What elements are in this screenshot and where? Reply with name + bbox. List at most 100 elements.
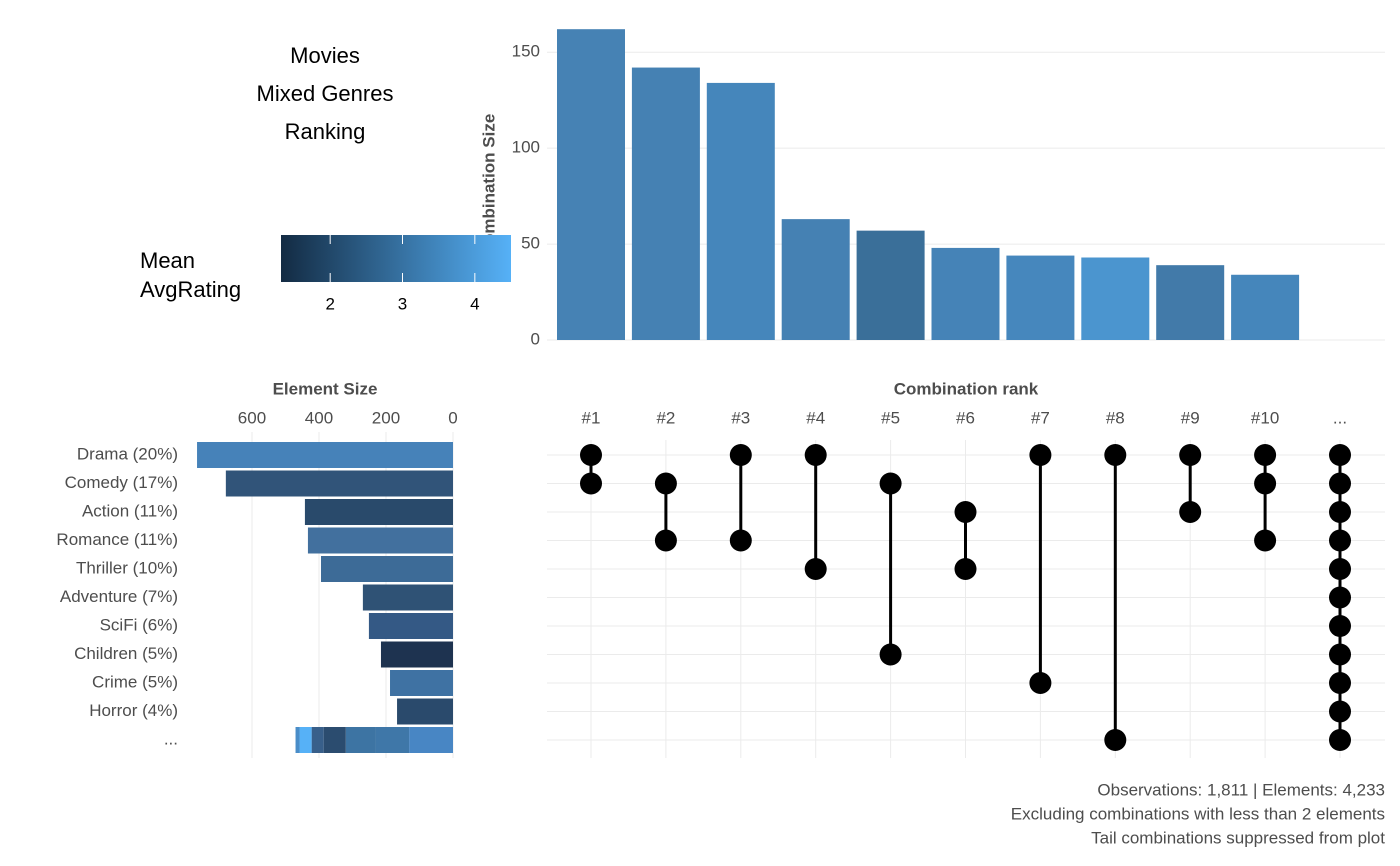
dot <box>879 472 902 495</box>
x-tick-label: #6 <box>956 408 975 427</box>
row-label: Crime (5%) <box>92 672 178 691</box>
dot <box>1254 472 1277 495</box>
row-label: Action (11%) <box>82 501 178 520</box>
dot <box>1329 501 1351 523</box>
dot <box>1179 501 1202 523</box>
bar <box>397 698 453 725</box>
chart-title: Movies <box>290 43 360 68</box>
row-label: Adventure (7%) <box>60 587 178 606</box>
bar <box>380 641 453 668</box>
x-tick-label: #3 <box>731 408 750 427</box>
dot <box>1029 672 1052 694</box>
chart-title: Ranking <box>285 119 366 144</box>
dot <box>954 558 977 580</box>
dot <box>1029 444 1052 466</box>
tail-segment <box>375 727 410 753</box>
dot <box>580 444 602 466</box>
dot <box>1329 672 1351 694</box>
caption: Observations: 1,811 | Elements: 4,233 <box>1097 780 1385 799</box>
dot <box>1329 586 1351 609</box>
dot <box>1179 444 1202 466</box>
colorbar <box>281 235 511 282</box>
bar <box>197 442 453 468</box>
dot <box>729 529 752 552</box>
dot <box>654 529 677 552</box>
x-tick-label: #8 <box>1106 408 1125 427</box>
y-tick-label: 0 <box>531 329 540 348</box>
bar <box>307 527 453 554</box>
tail-segment <box>323 727 346 753</box>
dot <box>1329 472 1351 495</box>
colorbar-tick-label: 3 <box>398 294 407 313</box>
dot <box>1104 444 1127 466</box>
chart-title: Mixed Genres <box>257 81 394 106</box>
bar <box>1081 257 1150 340</box>
dot <box>580 472 602 495</box>
x-axis-title: Element Size <box>273 379 378 398</box>
x-tick-label: 0 <box>448 408 457 427</box>
bar <box>781 219 850 340</box>
bar <box>631 67 700 340</box>
colorbar-tick-label: 2 <box>325 294 334 313</box>
x-tick-label: #4 <box>806 408 825 427</box>
y-tick-label: 50 <box>521 234 540 253</box>
dot <box>654 472 677 495</box>
dot <box>879 643 902 666</box>
bar <box>1231 274 1300 340</box>
x-tick-label: #9 <box>1181 408 1200 427</box>
row-label: Thriller (10%) <box>76 558 178 577</box>
tail-segment <box>345 727 376 753</box>
row-label: Drama (20%) <box>77 444 178 463</box>
dot <box>804 558 827 580</box>
bar <box>304 499 453 525</box>
y-tick-label: 100 <box>512 138 540 157</box>
bar <box>1156 265 1225 340</box>
dot <box>804 444 827 466</box>
row-label: SciFi (6%) <box>100 615 178 634</box>
dot <box>1329 700 1351 723</box>
row-label: Comedy (17%) <box>65 473 178 492</box>
dot <box>1254 529 1277 552</box>
y-tick-label: 150 <box>512 42 540 61</box>
dot <box>1329 529 1351 552</box>
bar <box>856 230 925 340</box>
x-tick-label: 600 <box>238 408 266 427</box>
bar <box>931 247 1000 340</box>
tail-segment <box>295 727 300 753</box>
bar <box>706 82 775 340</box>
x-tick-label: #1 <box>582 408 601 427</box>
bar <box>320 556 453 582</box>
bar <box>1006 255 1075 340</box>
dot <box>1329 444 1351 466</box>
bar <box>557 29 625 341</box>
tail-segment <box>299 727 312 753</box>
row-label: Horror (4%) <box>89 701 178 720</box>
bar <box>368 613 453 639</box>
row-label: ... <box>164 729 178 748</box>
dot <box>1329 615 1351 637</box>
x-tick-label: #2 <box>656 408 675 427</box>
bar <box>362 584 453 611</box>
colorbar-tick-label: 4 <box>470 294 479 313</box>
x-tick-label: #7 <box>1031 408 1050 427</box>
y-axis-title: Combination Size <box>479 114 498 257</box>
caption: Excluding combinations with less than 2 … <box>1011 804 1385 823</box>
tail-segment <box>311 727 324 753</box>
row-label: Children (5%) <box>74 644 178 663</box>
x-tick-label: #10 <box>1251 408 1279 427</box>
dot <box>729 444 752 466</box>
x-tick-label: 200 <box>372 408 400 427</box>
bar <box>225 470 453 497</box>
x-tick-label: 400 <box>305 408 333 427</box>
x-tick-label: #5 <box>881 408 900 427</box>
dot <box>1104 729 1127 751</box>
colorbar-title: Mean <box>140 248 195 273</box>
colorbar-title: AvgRating <box>140 277 241 302</box>
dot <box>954 501 977 523</box>
x-axis-title: Combination rank <box>894 379 1039 398</box>
dot <box>1329 729 1351 751</box>
tail-segment <box>409 727 453 753</box>
dot <box>1254 444 1277 466</box>
row-label: Romance (11%) <box>56 530 178 549</box>
